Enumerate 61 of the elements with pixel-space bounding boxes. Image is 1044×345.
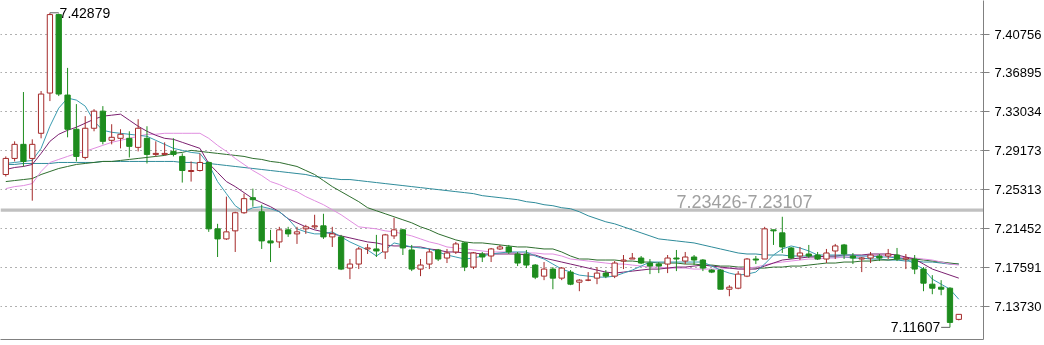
candlestick — [549, 266, 557, 290]
candlestick — [240, 193, 248, 215]
candlestick — [20, 91, 27, 167]
candlestick — [911, 254, 918, 275]
band-label: 7.23426-7.23107 — [676, 192, 813, 213]
candlestick — [346, 258, 354, 280]
candlestick — [673, 249, 680, 272]
candlestick — [849, 252, 857, 265]
candlestick — [373, 234, 380, 258]
candlestick — [540, 261, 548, 281]
candlestick — [223, 196, 230, 241]
annotation: 7.42879 — [59, 4, 111, 21]
candlestick — [646, 258, 654, 275]
candlestick — [399, 228, 407, 256]
candlestick — [717, 268, 724, 290]
candlestick — [2, 155, 9, 178]
candlestick — [523, 249, 530, 269]
candlestick — [143, 125, 151, 164]
y-tick-label: 7.33034 — [994, 104, 1042, 120]
candlestick — [267, 229, 274, 263]
candlestick — [329, 226, 336, 248]
candlestick — [796, 246, 804, 261]
candlestick — [593, 266, 601, 285]
candlestick — [390, 217, 398, 240]
y-tick-label: 7.40756 — [994, 26, 1042, 42]
candlestick — [893, 247, 901, 262]
y-tick-label: 7.36895 — [994, 65, 1042, 81]
candlestick — [408, 244, 415, 272]
candlestick — [196, 152, 204, 173]
candlestick — [135, 118, 142, 152]
candlestick — [690, 254, 698, 266]
candlestick — [187, 160, 195, 183]
candlestick — [29, 138, 36, 202]
candlestick — [232, 211, 239, 253]
y-tick-label: 7.29173 — [994, 143, 1042, 159]
candlestick — [90, 108, 98, 132]
candlestick — [293, 226, 301, 245]
candlestick — [355, 246, 362, 270]
candlestick — [249, 188, 257, 208]
candlestick — [11, 140, 18, 162]
candlestick — [664, 254, 671, 274]
candlestick — [276, 226, 283, 249]
y-tick-label: 7.25313 — [994, 181, 1042, 197]
candlestick — [929, 274, 936, 295]
candlestick — [170, 137, 177, 157]
candlestick — [938, 279, 945, 296]
y-tick-label: 7.17591 — [994, 259, 1042, 275]
candlestick — [382, 233, 389, 260]
candlestick — [179, 152, 186, 184]
candlestick — [779, 216, 786, 254]
annotation: 7.11607 — [890, 319, 941, 336]
candlestick — [108, 123, 115, 145]
y-tick-label: 7.21452 — [994, 220, 1042, 236]
candlestick — [426, 248, 433, 270]
candlestick — [920, 266, 927, 292]
y-tick-label: 7.13730 — [994, 298, 1042, 314]
candlestick — [214, 223, 221, 258]
candlestick — [126, 130, 133, 158]
candlestick — [320, 213, 327, 240]
candlestick — [443, 248, 451, 264]
candlestick — [117, 128, 124, 149]
